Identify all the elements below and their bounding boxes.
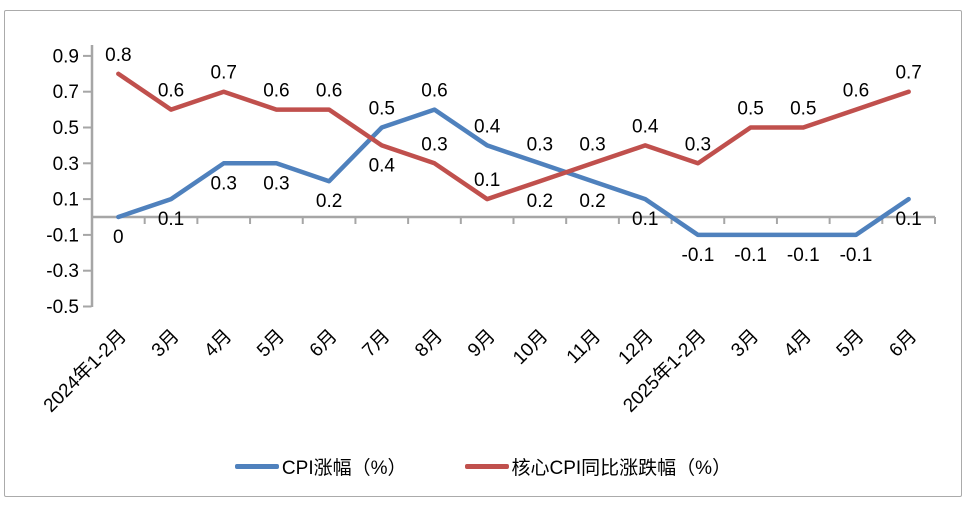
y-tick-label: 0.7 <box>53 82 79 103</box>
data-label: 0.1 <box>474 170 500 191</box>
data-label: 0.3 <box>211 173 237 194</box>
data-label: 0.2 <box>527 191 553 212</box>
data-label: 0.4 <box>369 155 396 176</box>
data-label: 0.7 <box>895 63 921 84</box>
x-category-label: 4月 <box>200 326 236 362</box>
y-tick-label: -0.1 <box>46 225 79 246</box>
y-tick-label: 0.3 <box>53 154 79 175</box>
x-category-label: 7月 <box>359 326 395 362</box>
x-axis <box>91 215 936 224</box>
core-cpi-legend-label: 核心CPI同比涨跌幅（%） <box>511 458 732 479</box>
core-cpi-line-swatch <box>464 464 509 469</box>
data-label: 0.5 <box>369 99 395 120</box>
x-axis-labels: 2024年1-2月 3月 4月 5月 6月 7月 8月 9月 10月 11月 12月2025年1-2… <box>39 325 921 417</box>
series-labels-0: 00.10.3 0.30.20.50.60.40.30.20.1-0.1 -0.1-… <box>113 81 922 266</box>
data-label: 0.3 <box>263 173 289 194</box>
series-labels-1: 0.8 0.6 0.7 0.6 0.6 0.4 0.3 0.1 0.2 0.3 0.4 0.3 0.5 0… <box>105 45 922 212</box>
data-label: 0.6 <box>421 81 447 102</box>
x-category-label: 5月 <box>833 326 869 362</box>
data-label: 0.3 <box>421 134 447 155</box>
data-label: -0.1 <box>682 245 715 266</box>
data-label: -0.1 <box>734 245 767 266</box>
data-label: 0.6 <box>158 81 184 102</box>
data-label: 0.1 <box>895 209 921 230</box>
data-label: 0.4 <box>632 116 659 137</box>
y-tick-label: -0.5 <box>46 297 79 318</box>
data-label: 0.2 <box>316 191 342 212</box>
x-category-label: 2024年1-2月 <box>39 325 131 417</box>
data-label: 0.2 <box>579 191 605 212</box>
data-label: 0.3 <box>527 134 553 155</box>
series-line-1 <box>116 71 911 202</box>
legend-item-core-cpi: 核心CPI同比涨跌幅（%） <box>464 453 732 480</box>
data-label: -0.1 <box>840 245 873 266</box>
data-label: 0.6 <box>843 81 869 102</box>
y-tick-label: 0.1 <box>53 190 79 211</box>
data-label: 0.8 <box>105 45 131 66</box>
x-category-label: 3月 <box>727 326 763 362</box>
data-label: 0.5 <box>790 99 816 120</box>
data-label: 0.6 <box>316 81 342 102</box>
chart-legend: CPI涨幅（%） 核心CPI同比涨跌幅（%） <box>0 453 966 480</box>
data-label: 0.7 <box>211 63 237 84</box>
data-label: 0 <box>113 227 124 248</box>
x-category-label: 10月 <box>509 326 552 369</box>
x-category-label: 8月 <box>411 326 447 362</box>
x-category-label: 9月 <box>464 326 500 362</box>
data-label: 0.6 <box>263 81 289 102</box>
y-axis: 0.9 0.7 0.5 0.3 0.1 -0.1 -0.3 -0.5 <box>46 45 94 318</box>
x-category-label: 6月 <box>885 326 921 362</box>
data-label: -0.1 <box>787 245 820 266</box>
y-tick-label: -0.3 <box>46 261 79 282</box>
legend-item-cpi: CPI涨幅（%） <box>234 453 407 480</box>
data-label: 0.1 <box>158 209 184 230</box>
x-category-label: 12月 <box>615 326 658 369</box>
y-tick-label: 0.5 <box>53 118 79 139</box>
cpi-legend-label: CPI涨幅（%） <box>281 458 407 479</box>
x-category-label: 4月 <box>780 326 816 362</box>
data-label: 0.1 <box>632 209 658 230</box>
cpi-line-swatch <box>234 464 279 469</box>
x-category-label: 6月 <box>306 326 342 362</box>
x-category-label: 5月 <box>253 326 289 362</box>
x-category-label: 3月 <box>148 326 184 362</box>
data-label: 0.3 <box>579 134 605 155</box>
x-category-label: 11月 <box>563 326 605 368</box>
data-label: 0.5 <box>737 99 763 120</box>
y-tick-label: 0.9 <box>53 46 79 67</box>
data-label: 0.3 <box>685 134 711 155</box>
data-label: 0.4 <box>474 116 501 137</box>
series-line-0 <box>116 107 911 238</box>
